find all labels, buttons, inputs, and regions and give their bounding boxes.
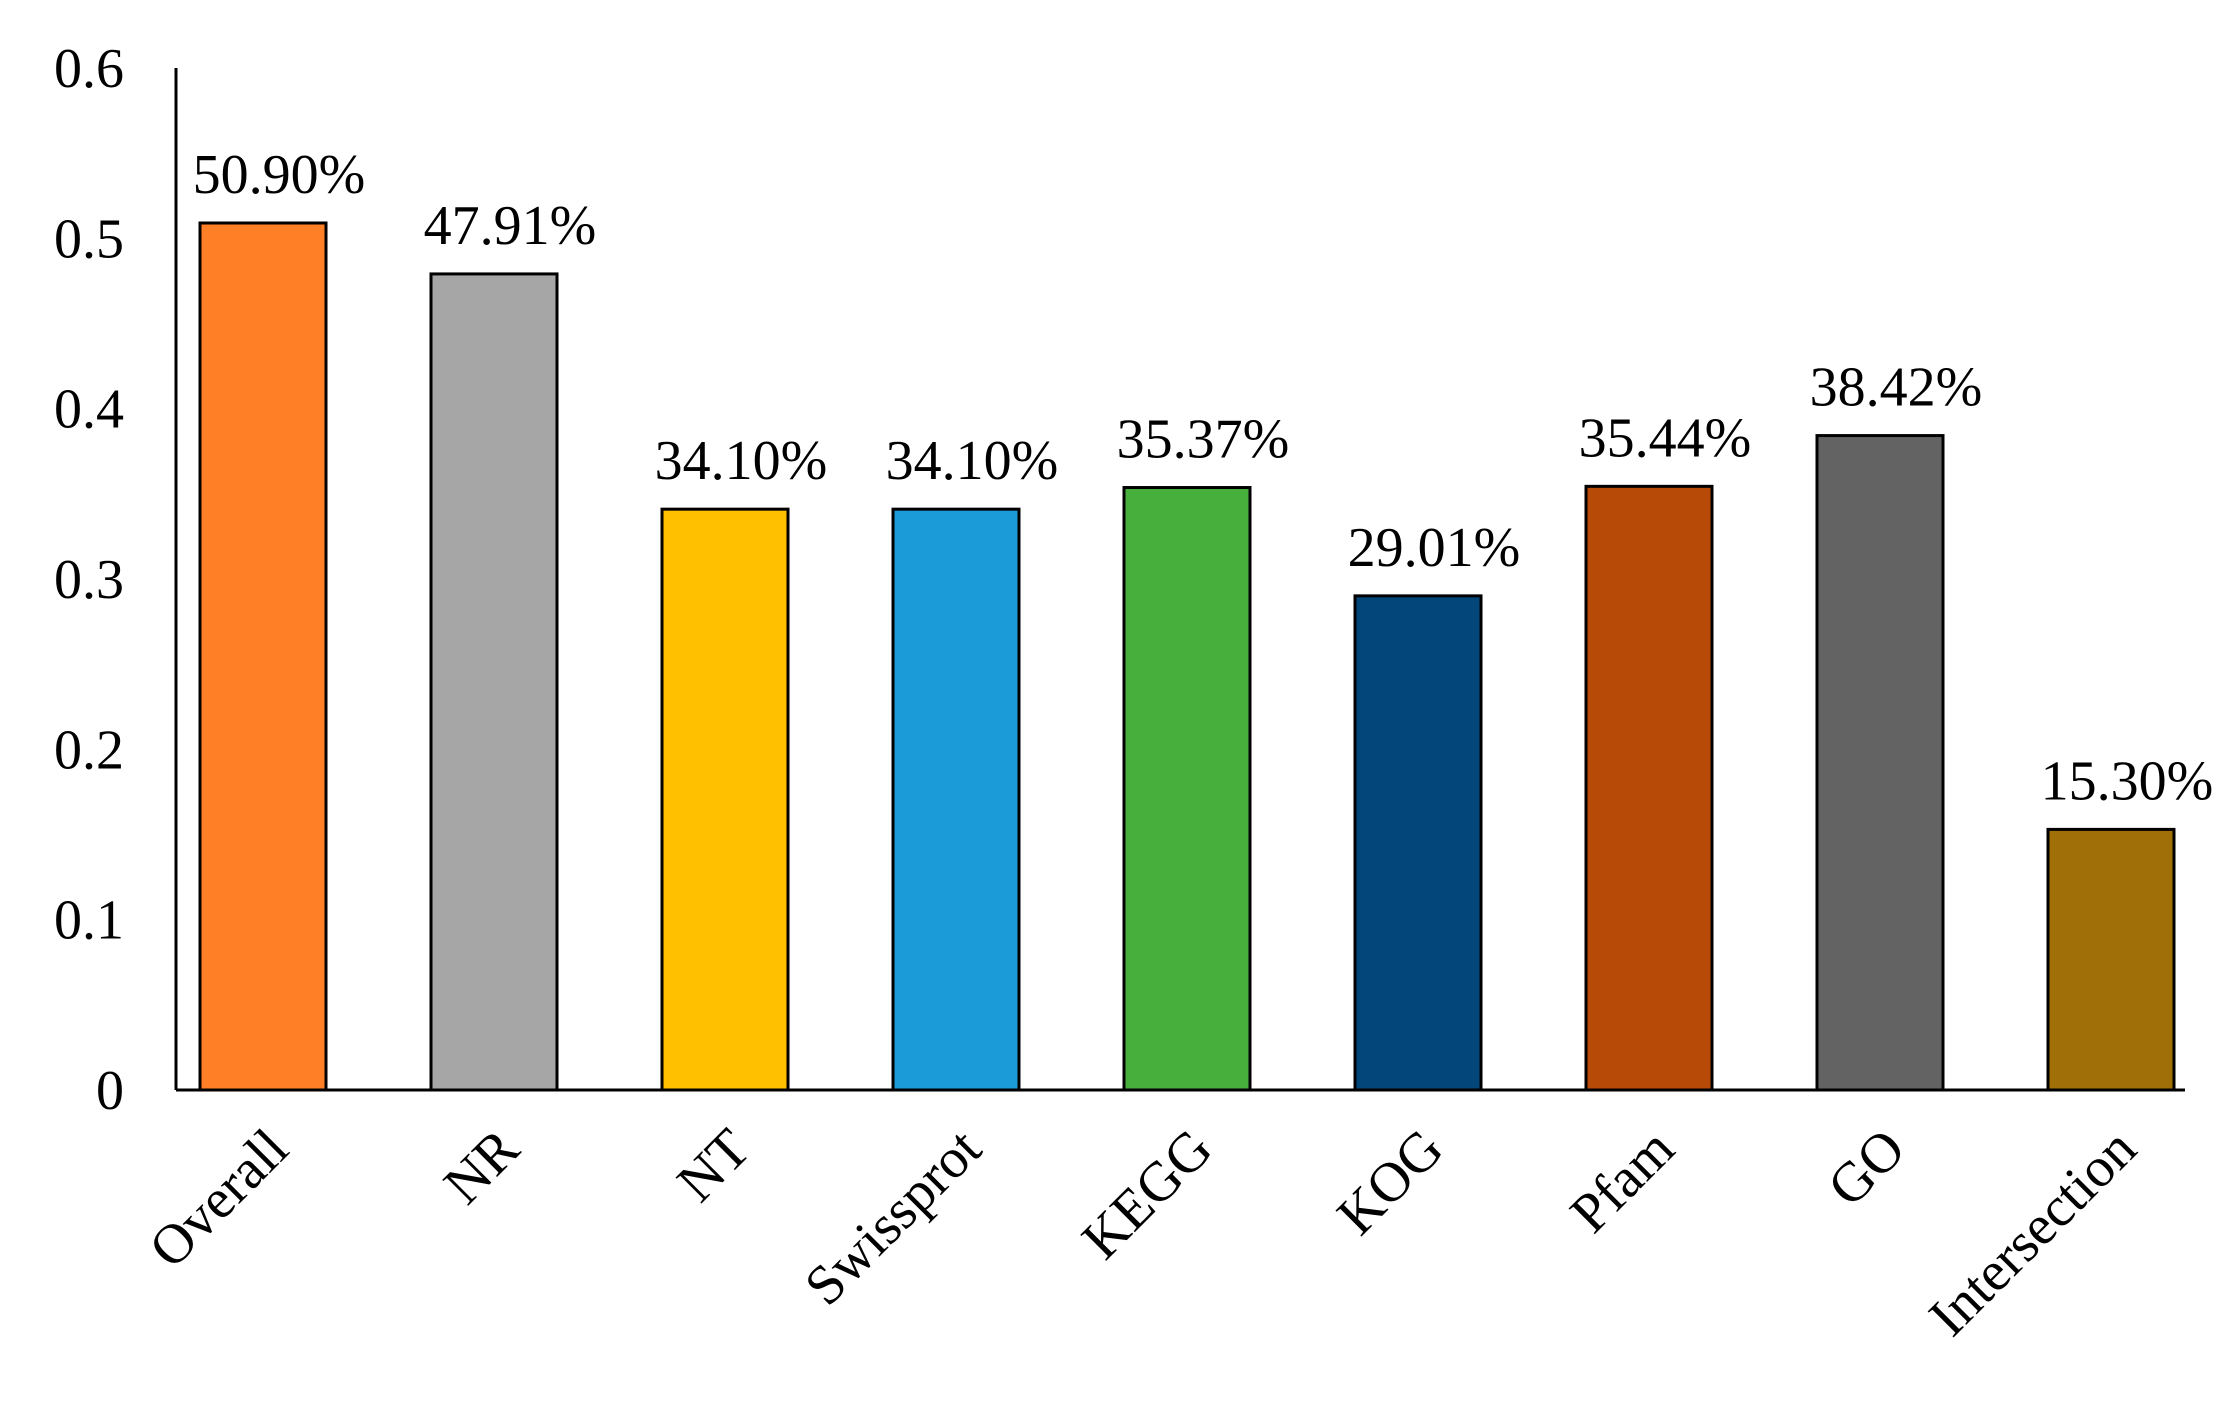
data-label: 35.37% [1117,409,1290,471]
data-labels: 50.90% 47.91% 34.10% 34.10% 35.37% 29.01% 35.4… [193,144,2214,812]
y-tick-label: 0.6 [54,38,124,100]
category-label: Pfam [1559,1117,1686,1244]
y-tick-label: 0 [96,1060,124,1122]
data-label: 35.44% [1579,407,1752,469]
bar-kog [1353,594,1483,1092]
bar-pfam [1584,484,1714,1092]
category-label: Intersection [1917,1117,2148,1348]
data-label: 29.01% [1348,517,1521,579]
y-tick-label: 0.5 [54,208,124,270]
category-label: NR [432,1117,531,1216]
y-tick-label: 0.2 [54,719,124,781]
bar-intersection [2046,827,2176,1092]
category-label: NT [666,1117,763,1214]
data-label: 15.30% [2041,750,2214,812]
bar-go [1815,434,1945,1092]
bar-nt [660,507,790,1092]
category-label: KOG [1326,1117,1456,1247]
data-label: 47.91% [424,195,597,257]
bars [198,221,2176,1092]
data-label: 50.90% [193,144,366,206]
y-tick-label: 0.4 [54,379,124,441]
data-label: 34.10% [886,430,1059,492]
category-label: Overall [138,1117,301,1280]
y-tick-label: 0.1 [54,890,124,952]
bar-nr [429,272,559,1092]
category-label: GO [1816,1117,1917,1218]
x-axis-category-labels: Overall NR NT Swissprot KEGG KOG Pfam GO Interse… [138,1117,2149,1348]
category-label: KEGG [1070,1117,1224,1271]
bar-swissprot [891,507,1021,1092]
category-label: Swissprot [793,1117,993,1317]
bar-overall [198,221,328,1092]
y-axis-tick-labels: 0 0.1 0.2 0.3 0.4 0.5 0.6 [54,38,124,1122]
bar-kegg [1122,486,1252,1092]
y-tick-label: 0.3 [54,549,124,611]
data-label: 38.42% [1810,357,1983,419]
data-label: 34.10% [655,430,828,492]
